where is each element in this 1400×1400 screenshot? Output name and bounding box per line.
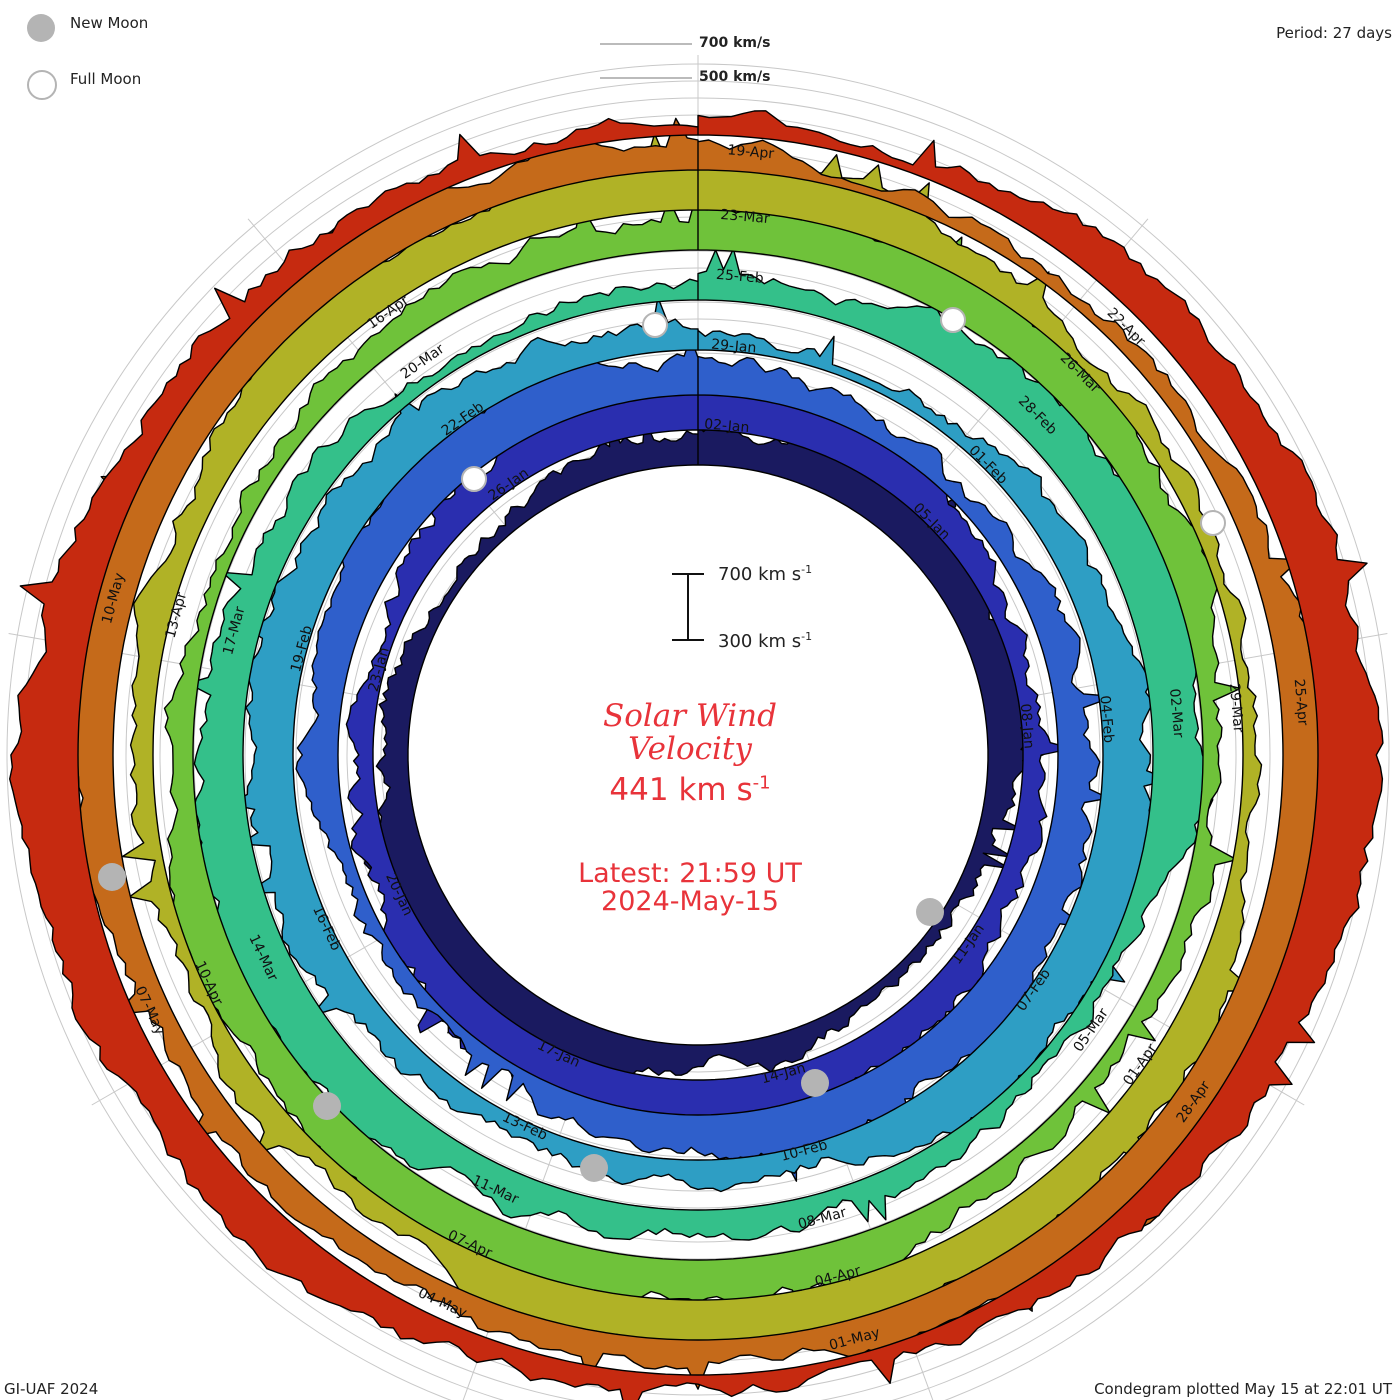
date-label: 19-Apr xyxy=(727,142,775,162)
new-moon-marker xyxy=(801,1069,829,1097)
velocity-band xyxy=(163,187,1242,1324)
new-moon-label: New Moon xyxy=(70,14,149,32)
date-label: 23-Mar xyxy=(720,207,771,227)
date-label: 25-Feb xyxy=(715,267,764,287)
credit: GI-UAF 2024 xyxy=(4,1380,99,1398)
full-moon-marker xyxy=(940,307,966,333)
velocity-band xyxy=(295,336,1115,1182)
period-label: Period: 27 days xyxy=(1276,24,1392,42)
full-moon-marker xyxy=(461,466,487,492)
full-moon-marker xyxy=(1200,510,1226,536)
new-moon-marker xyxy=(313,1092,341,1120)
date-label: 25-Apr xyxy=(1291,678,1311,726)
date-label: 08-Jan xyxy=(1017,703,1037,749)
title-line2: Velocity xyxy=(628,731,752,767)
outer-scale-low: 500 km/s xyxy=(699,69,771,85)
latest-date: 2024-May-15 xyxy=(601,886,779,917)
moon-markers xyxy=(98,307,1226,1182)
velocity-band xyxy=(345,378,1073,1146)
new-moon-marker xyxy=(916,898,944,926)
scale-bar xyxy=(672,573,704,641)
full-moon-label: Full Moon xyxy=(70,70,142,88)
title-line1: Solar Wind xyxy=(602,698,777,734)
outer-scale-high: 700 km/s xyxy=(699,35,771,51)
current-speed: 441 km s-1 xyxy=(609,772,771,808)
new-moon-icon xyxy=(27,14,55,42)
full-moon-icon xyxy=(27,70,57,100)
date-label: 04-Feb xyxy=(1096,695,1116,744)
velocity-bands xyxy=(9,110,1384,1400)
latest-time: Latest: 21:59 UT xyxy=(578,858,802,889)
velocity-band xyxy=(187,248,1214,1241)
velocity-band xyxy=(9,110,1384,1400)
plotted-label: Condegram plotted May 15 at 22:01 UT xyxy=(1094,1380,1392,1398)
date-label: 02-Mar xyxy=(1166,688,1186,739)
velocity-band xyxy=(363,418,1044,1085)
date-label: 02-Jan xyxy=(704,416,750,436)
date-label: 29-Mar xyxy=(1226,683,1246,734)
new-moon-marker xyxy=(98,863,126,891)
outer-scale-ticks xyxy=(600,43,692,79)
scale-low-label: 300 km s-1 xyxy=(718,630,813,652)
new-moon-marker xyxy=(580,1154,608,1182)
full-moon-marker xyxy=(642,312,668,338)
date-label: 29-Jan xyxy=(711,337,757,357)
scale-high-label: 700 km s-1 xyxy=(718,563,813,585)
